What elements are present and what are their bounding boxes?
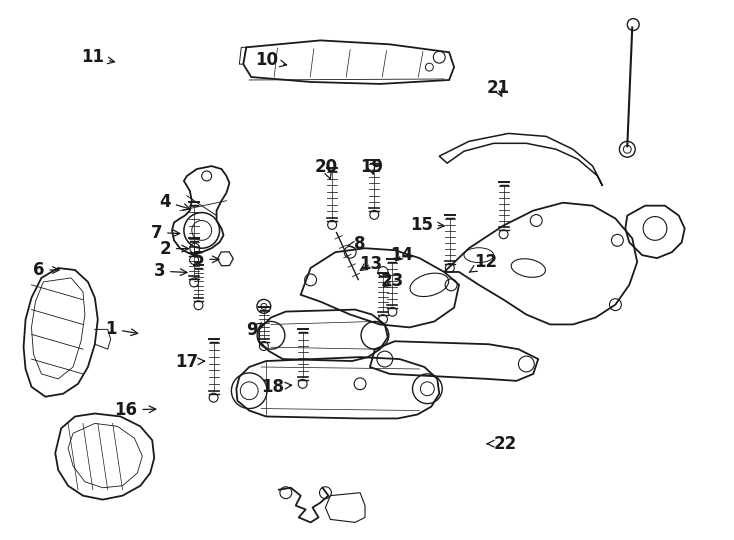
Text: 9: 9 bbox=[247, 321, 261, 339]
Text: 18: 18 bbox=[261, 377, 291, 395]
Text: 21: 21 bbox=[486, 79, 509, 97]
Text: 15: 15 bbox=[410, 215, 444, 234]
Text: 22: 22 bbox=[487, 435, 517, 453]
Text: 7: 7 bbox=[150, 224, 180, 241]
Text: 3: 3 bbox=[153, 262, 187, 280]
Text: 2: 2 bbox=[159, 240, 189, 258]
Text: 4: 4 bbox=[159, 193, 190, 211]
Text: 6: 6 bbox=[33, 261, 59, 279]
Text: 11: 11 bbox=[81, 48, 115, 66]
Text: 19: 19 bbox=[360, 158, 383, 177]
Text: 23: 23 bbox=[381, 272, 404, 289]
Text: 1: 1 bbox=[106, 320, 138, 338]
Text: 12: 12 bbox=[469, 253, 498, 272]
Text: 10: 10 bbox=[255, 51, 287, 70]
Text: 8: 8 bbox=[348, 235, 366, 253]
Text: 14: 14 bbox=[390, 246, 413, 264]
Text: 5: 5 bbox=[193, 251, 219, 268]
Text: 20: 20 bbox=[315, 158, 338, 179]
Text: 16: 16 bbox=[115, 401, 156, 419]
Text: 17: 17 bbox=[175, 353, 205, 371]
Text: 13: 13 bbox=[359, 254, 382, 273]
